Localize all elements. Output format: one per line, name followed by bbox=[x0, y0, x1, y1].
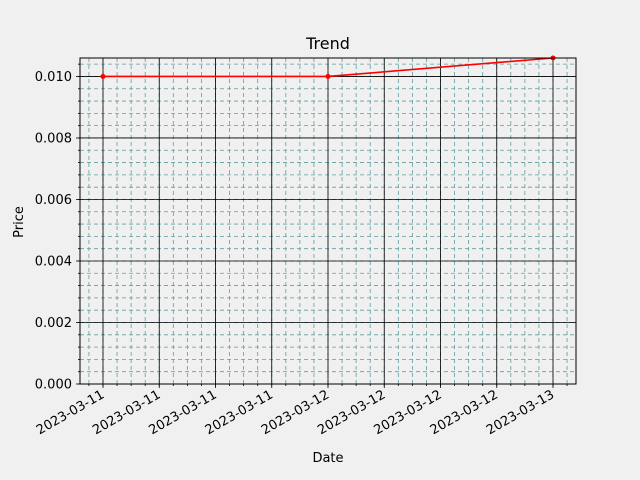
y-tick-label: 0.002 bbox=[35, 316, 72, 331]
y-axis-title: Price bbox=[12, 206, 27, 238]
chart-title: Trend bbox=[305, 34, 350, 53]
y-tick-label: 0.004 bbox=[35, 254, 72, 269]
y-tick-label: 0.008 bbox=[35, 131, 72, 146]
y-tick-label: 0.010 bbox=[35, 70, 72, 85]
y-tick-label: 0.006 bbox=[35, 193, 72, 208]
series-layer bbox=[100, 55, 556, 79]
data-point bbox=[325, 73, 331, 79]
data-point bbox=[100, 73, 106, 79]
x-axis-title: Date bbox=[312, 451, 343, 466]
y-axis: 0.000 0.002 0.004 0.006 0.008 0.010 bbox=[35, 63, 80, 393]
y-tick-label: 0.000 bbox=[35, 378, 72, 393]
